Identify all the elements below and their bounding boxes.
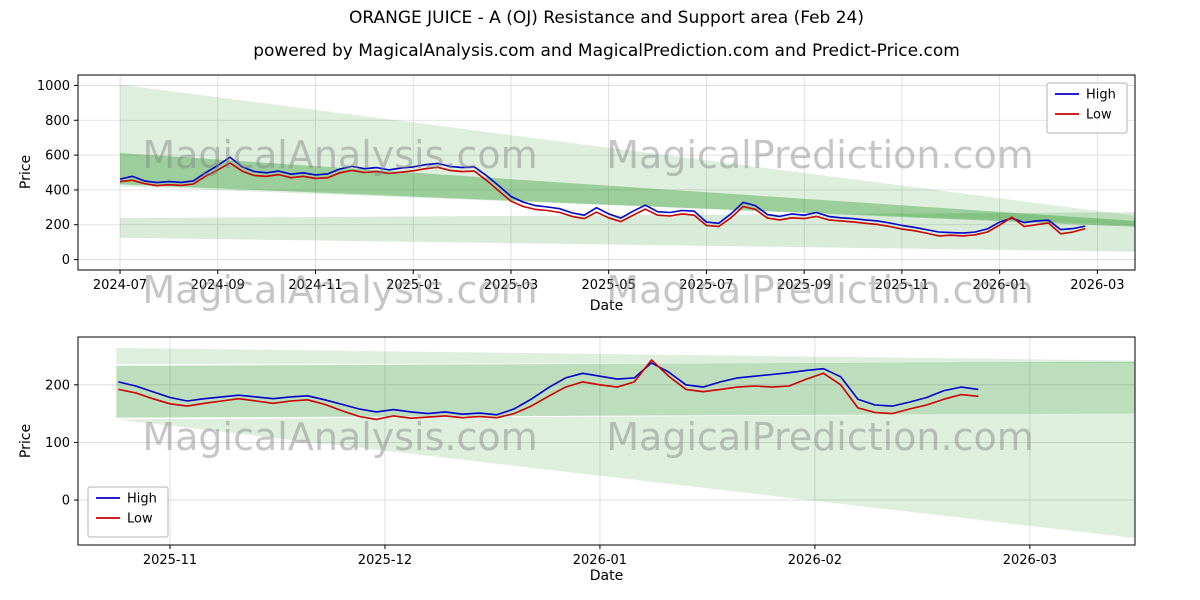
x-tick-label: 2026-01 xyxy=(972,278,1026,293)
legend-box xyxy=(1046,82,1128,134)
x-tick-label: 2026-02 xyxy=(788,553,842,568)
x-tick-label: 2025-12 xyxy=(358,553,412,568)
x-tick-label: 2025-09 xyxy=(777,278,831,293)
x-axis-label-zoom: Date xyxy=(589,568,624,584)
legend-label-low: Low xyxy=(127,512,153,527)
y-axis-label-zoom: Price xyxy=(18,423,34,459)
y-tick-label: 800 xyxy=(45,114,70,129)
y-tick-label: 100 xyxy=(45,436,70,451)
x-tick-label: 2025-07 xyxy=(679,278,733,293)
x-tick-label: 2026-03 xyxy=(1070,278,1124,293)
series-line-low xyxy=(118,359,979,421)
y-tick-label: 200 xyxy=(45,378,70,393)
y-tick-label: 200 xyxy=(45,218,70,233)
x-tick-label: 2025-11 xyxy=(143,553,197,568)
legend-label-low: Low xyxy=(1086,108,1112,123)
plot-border xyxy=(77,336,1136,546)
x-tick-label: 2024-09 xyxy=(191,278,245,293)
x-tick-label: 2025-05 xyxy=(582,278,636,293)
y-axis-label-main: Price xyxy=(18,154,34,190)
y-tick-label: 0 xyxy=(62,494,70,509)
page-title: ORANGE JUICE - A (OJ) Resistance and Sup… xyxy=(348,8,864,28)
series-line-high xyxy=(119,156,1086,234)
plot-border xyxy=(77,74,1136,271)
mid-band-dark xyxy=(116,361,1136,418)
x-axis-label-main: Date xyxy=(589,298,624,314)
y-tick-label: 600 xyxy=(45,149,70,164)
x-tick-label: 2026-01 xyxy=(573,553,627,568)
upper-wedge-light xyxy=(116,347,1136,365)
y-tick-label: 1000 xyxy=(37,79,70,94)
lower-wedge-light xyxy=(116,413,1136,539)
y-tick-label: 0 xyxy=(62,253,70,268)
legend-label-high: High xyxy=(1086,88,1116,103)
x-tick-label: 2025-03 xyxy=(484,278,538,293)
price-zoom-chart: 2025-11 2025-12 2026-01 2026-02 2026-03 0 100 2… xyxy=(45,336,1136,568)
resistance-wedge-light xyxy=(120,84,1135,226)
legend-box xyxy=(87,486,169,538)
legend-label-high: High xyxy=(127,492,157,507)
y-tick-label: 400 xyxy=(45,183,70,198)
x-tick-label: 2025-01 xyxy=(386,278,440,293)
series-line-high xyxy=(118,362,979,416)
series-line-low xyxy=(119,162,1086,237)
x-tick-label: 2026-03 xyxy=(1003,553,1057,568)
x-tick-label: 2024-07 xyxy=(93,278,147,293)
x-tick-label: 2024-11 xyxy=(288,278,342,293)
page-subtitle: powered by MagicalAnalysis.com and Magic… xyxy=(253,41,960,61)
price-history-chart: 2024-07 2024-09 2024-11 2025-01 2025-03 2025-… xyxy=(37,74,1136,293)
x-tick-label: 2025-11 xyxy=(875,278,929,293)
